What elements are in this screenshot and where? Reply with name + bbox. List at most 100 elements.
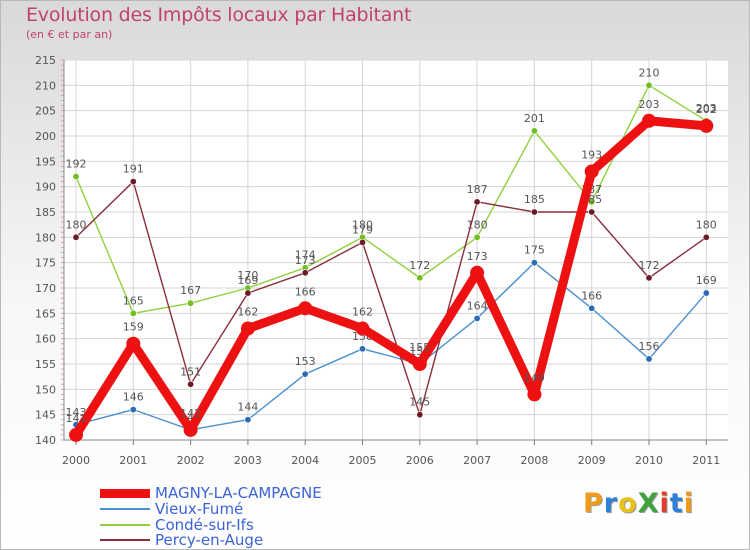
data-point-percy-en-auge bbox=[416, 411, 424, 419]
y-tick-label: 170 bbox=[35, 282, 56, 295]
data-label-magny-la-campagne: 173 bbox=[467, 250, 488, 263]
data-point-magny-la-campagne bbox=[412, 357, 427, 371]
legend-label: Percy-en-Auge bbox=[155, 531, 264, 549]
y-tick-label: 180 bbox=[35, 231, 56, 244]
data-point-cond-sur-ifs bbox=[645, 81, 653, 89]
y-tick-label: 140 bbox=[35, 434, 56, 447]
data-point-vieux-fum- bbox=[530, 259, 538, 267]
data-label-vieux-fum-: 175 bbox=[524, 244, 545, 257]
x-tick-label: 2003 bbox=[234, 454, 262, 467]
data-label-vieux-fum-: 156 bbox=[639, 340, 660, 353]
x-tick-label: 2010 bbox=[635, 454, 663, 467]
data-label-cond-sur-ifs: 165 bbox=[123, 294, 144, 307]
data-label-vieux-fum-: 153 bbox=[295, 355, 316, 368]
data-label-magny-la-campagne: 155 bbox=[409, 341, 430, 354]
data-point-percy-en-auge bbox=[358, 238, 366, 246]
data-label-percy-en-auge: 191 bbox=[123, 163, 144, 176]
data-label-percy-en-auge: 179 bbox=[352, 223, 373, 236]
data-point-percy-en-auge bbox=[72, 233, 80, 241]
proxiti-logo: ProXiti bbox=[583, 488, 694, 519]
data-point-vieux-fum- bbox=[473, 314, 481, 322]
legend-label: MAGNY-LA-CAMPAGNE bbox=[155, 484, 322, 502]
data-label-magny-la-campagne: 142 bbox=[180, 407, 201, 420]
x-tick-label: 2001 bbox=[119, 454, 147, 467]
data-point-percy-en-auge bbox=[301, 269, 309, 277]
data-label-cond-sur-ifs: 201 bbox=[524, 112, 545, 125]
legend-swatch bbox=[100, 539, 150, 541]
data-label-percy-en-auge: 185 bbox=[524, 193, 545, 206]
logo-letter: i bbox=[683, 488, 694, 519]
data-point-vieux-fum- bbox=[301, 370, 309, 378]
chart-title: Evolution des Impôts locaux par Habitant bbox=[26, 4, 412, 26]
data-point-vieux-fum- bbox=[244, 416, 252, 424]
logo-letter: i bbox=[659, 488, 670, 519]
chart-subtitle: (en € et par an) bbox=[26, 28, 113, 41]
data-point-percy-en-auge bbox=[588, 208, 596, 216]
data-label-magny-la-campagne: 193 bbox=[581, 148, 602, 161]
data-point-percy-en-auge bbox=[645, 274, 653, 282]
legend-swatch bbox=[100, 489, 150, 498]
data-label-magny-la-campagne: 202 bbox=[696, 103, 717, 116]
data-point-vieux-fum- bbox=[358, 345, 366, 353]
data-point-magny-la-campagne bbox=[470, 265, 485, 280]
y-tick-label: 165 bbox=[35, 307, 56, 320]
data-label-percy-en-auge: 172 bbox=[639, 259, 660, 272]
data-label-percy-en-auge: 173 bbox=[295, 254, 316, 267]
data-point-magny-la-campagne bbox=[642, 113, 656, 128]
x-tick-label: 2004 bbox=[291, 454, 319, 467]
data-point-cond-sur-ifs bbox=[473, 233, 481, 241]
y-tick-label: 190 bbox=[35, 181, 56, 194]
data-point-magny-la-campagne bbox=[699, 118, 714, 133]
data-point-percy-en-auge bbox=[129, 178, 137, 186]
data-point-magny-la-campagne bbox=[69, 427, 83, 442]
y-tick-label: 145 bbox=[35, 409, 56, 422]
data-label-percy-en-auge: 169 bbox=[237, 274, 258, 287]
legend-swatch bbox=[100, 508, 150, 510]
data-label-cond-sur-ifs: 172 bbox=[409, 259, 430, 272]
x-tick-label: 2009 bbox=[578, 454, 606, 467]
data-label-cond-sur-ifs: 174 bbox=[295, 249, 316, 262]
data-point-cond-sur-ifs bbox=[530, 127, 538, 135]
data-point-magny-la-campagne bbox=[240, 321, 255, 336]
data-label-magny-la-campagne: 141 bbox=[66, 412, 87, 425]
logo-letter: X bbox=[637, 488, 660, 519]
data-point-cond-sur-ifs bbox=[129, 309, 137, 317]
data-label-vieux-fum-: 169 bbox=[696, 274, 717, 287]
data-point-vieux-fum- bbox=[129, 406, 137, 414]
data-label-vieux-fum-: 164 bbox=[467, 299, 488, 312]
data-label-cond-sur-ifs: 203 bbox=[696, 102, 717, 115]
y-tick-label: 150 bbox=[35, 383, 56, 396]
x-tick-label: 2007 bbox=[463, 454, 491, 467]
data-point-cond-sur-ifs bbox=[416, 274, 424, 282]
data-point-cond-sur-ifs bbox=[72, 173, 80, 181]
series-line-cond-sur-ifs bbox=[75, 84, 707, 315]
logo-letter: r bbox=[603, 488, 619, 519]
data-point-percy-en-auge bbox=[187, 380, 195, 388]
data-point-vieux-fum- bbox=[588, 304, 596, 312]
y-tick-label: 210 bbox=[35, 79, 56, 92]
x-tick-label: 2005 bbox=[349, 454, 377, 467]
legend-label: Vieux-Fumé bbox=[155, 500, 244, 518]
logo-letter: t bbox=[669, 488, 684, 519]
x-tick-label: 2002 bbox=[177, 454, 205, 467]
y-tick-label: 155 bbox=[35, 358, 56, 371]
x-tick-label: 2008 bbox=[520, 454, 548, 467]
data-point-percy-en-auge bbox=[244, 289, 252, 297]
data-label-percy-en-auge: 180 bbox=[66, 218, 87, 231]
y-tick-label: 215 bbox=[35, 54, 56, 67]
data-point-percy-en-auge bbox=[473, 198, 481, 206]
data-label-vieux-fum-: 143 bbox=[66, 406, 87, 419]
data-label-percy-en-auge: 180 bbox=[696, 218, 717, 231]
y-tick-label: 185 bbox=[35, 206, 56, 219]
data-label-magny-la-campagne: 203 bbox=[639, 98, 660, 111]
data-label-magny-la-campagne: 166 bbox=[295, 285, 316, 298]
data-point-magny-la-campagne bbox=[527, 387, 542, 402]
y-tick-label: 175 bbox=[35, 257, 56, 270]
data-point-magny-la-campagne bbox=[183, 422, 198, 437]
data-label-magny-la-campagne: 162 bbox=[352, 306, 373, 319]
data-label-cond-sur-ifs: 170 bbox=[237, 269, 258, 282]
data-label-cond-sur-ifs: 180 bbox=[352, 218, 373, 231]
